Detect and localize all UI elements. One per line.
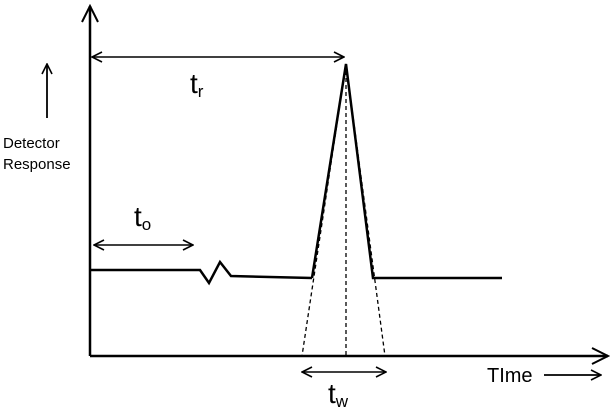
peak-signal [310, 63, 502, 280]
baseline-signal [90, 259, 313, 286]
y-axis-label-line2: Response [3, 156, 71, 173]
tangent-right [345, 63, 386, 357]
dead-time-label: to [134, 201, 151, 234]
retention-time-label: tr [190, 68, 204, 101]
peak-width-label: tw [328, 378, 349, 411]
x-axis-label: TIme [487, 365, 533, 387]
tangent-left [301, 63, 347, 357]
y-axis-label-line1: Detector [3, 135, 60, 152]
